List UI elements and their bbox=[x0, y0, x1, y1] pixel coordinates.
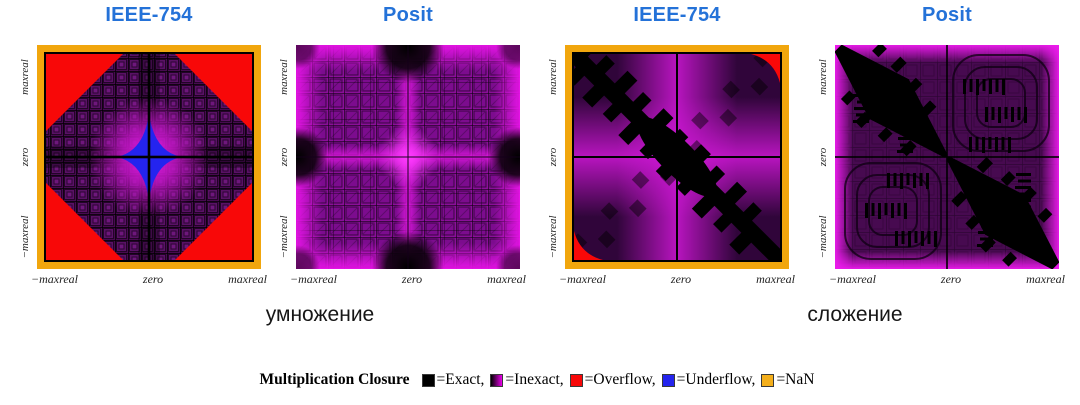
legend-item-label: =Exact, bbox=[436, 371, 485, 388]
x-axis-2: −maxreal zero maxreal bbox=[290, 272, 526, 287]
x-tick-maxreal: maxreal bbox=[487, 272, 526, 286]
legend-item-nan: =NaN bbox=[761, 371, 814, 389]
panel-ieee754-multiplication: IEEE-754 maxreal zero −maxreal bbox=[19, 4, 267, 286]
underflow-swatch bbox=[661, 373, 675, 387]
legend-item-overflow: =Overflow, bbox=[569, 371, 656, 389]
caption-addition: сложение bbox=[807, 303, 903, 326]
legend: Multiplication Closure =Exact, =Inexact,… bbox=[0, 371, 1080, 389]
x-tick-maxreal: maxreal bbox=[228, 272, 267, 286]
x-tick-neg-maxreal: −maxreal bbox=[559, 272, 606, 286]
heatmap-ieee754-addition bbox=[565, 45, 789, 269]
overflow-swatch bbox=[569, 373, 583, 387]
x-tick-zero: zero bbox=[940, 272, 962, 286]
legend-title: Multiplication Closure bbox=[259, 371, 410, 388]
panel-posit-addition: Posit maxreal zero −maxreal bbox=[817, 4, 1065, 286]
y-tick-neg-maxreal: −maxreal bbox=[547, 215, 559, 259]
legend-item-label: =Underflow, bbox=[676, 371, 756, 388]
panel-title-4: Posit bbox=[922, 4, 972, 26]
x-tick-neg-maxreal: −maxreal bbox=[290, 272, 337, 286]
y-tick-maxreal: maxreal bbox=[817, 59, 829, 95]
y-tick-maxreal: maxreal bbox=[19, 59, 31, 95]
legend-item-label: =Overflow, bbox=[584, 371, 656, 388]
panel-title-3: IEEE-754 bbox=[633, 4, 721, 26]
heatmap-posit-addition bbox=[835, 45, 1059, 269]
x-tick-zero: zero bbox=[670, 272, 692, 286]
exact-swatch bbox=[421, 373, 435, 387]
inexact-swatch bbox=[490, 373, 504, 387]
panel-title-1: IEEE-754 bbox=[105, 4, 193, 26]
x-axis-3: −maxreal zero maxreal bbox=[559, 272, 795, 287]
y-tick-zero: zero bbox=[817, 147, 829, 167]
x-tick-maxreal: maxreal bbox=[1026, 272, 1065, 286]
legend-item-underflow: =Underflow, bbox=[661, 371, 756, 389]
y-tick-neg-maxreal: −maxreal bbox=[278, 215, 290, 259]
panel-posit-multiplication: Posit maxreal zero −maxreal bbox=[278, 4, 526, 286]
nan-swatch bbox=[761, 373, 775, 387]
heatmap-posit-multiplication bbox=[296, 45, 520, 269]
y-tick-zero: zero bbox=[19, 147, 31, 167]
y-tick-maxreal: maxreal bbox=[278, 59, 290, 95]
x-tick-neg-maxreal: −maxreal bbox=[829, 272, 876, 286]
heatmap-ieee754-multiplication bbox=[37, 45, 261, 269]
y-tick-neg-maxreal: −maxreal bbox=[817, 215, 829, 259]
legend-item-inexact: =Inexact, bbox=[490, 371, 564, 389]
legend-item-label: =NaN bbox=[776, 371, 815, 388]
y-tick-zero: zero bbox=[278, 147, 290, 167]
x-tick-zero: zero bbox=[142, 272, 164, 286]
panel-ieee754-addition: IEEE-754 maxreal zero −maxreal bbox=[547, 4, 795, 286]
x-tick-zero: zero bbox=[401, 272, 423, 286]
legend-item-label: =Inexact, bbox=[505, 371, 564, 388]
caption-multiplication: умножение bbox=[265, 303, 375, 326]
y-tick-zero: zero bbox=[547, 147, 559, 167]
y-tick-maxreal: maxreal bbox=[547, 59, 559, 95]
x-tick-neg-maxreal: −maxreal bbox=[31, 272, 78, 286]
x-axis-4: −maxreal zero maxreal bbox=[829, 272, 1065, 287]
legend-item-exact: =Exact, bbox=[421, 371, 485, 389]
y-tick-neg-maxreal: −maxreal bbox=[19, 215, 31, 259]
x-tick-maxreal: maxreal bbox=[756, 272, 795, 286]
x-axis-1: −maxreal zero maxreal bbox=[31, 272, 267, 287]
panel-title-2: Posit bbox=[383, 4, 433, 26]
